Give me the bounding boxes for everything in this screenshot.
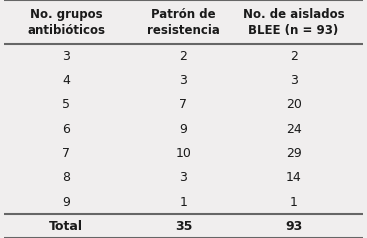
Text: 1: 1 xyxy=(179,196,188,208)
Text: 93: 93 xyxy=(285,220,302,233)
Text: No. de aislados
BLEE (n = 93): No. de aislados BLEE (n = 93) xyxy=(243,8,344,36)
Text: 24: 24 xyxy=(286,123,301,136)
Text: 7: 7 xyxy=(179,98,188,111)
Text: 14: 14 xyxy=(286,171,301,184)
Text: 20: 20 xyxy=(286,98,302,111)
Text: 1: 1 xyxy=(290,196,298,208)
Text: 10: 10 xyxy=(175,147,192,160)
Text: 8: 8 xyxy=(62,171,70,184)
Text: No. grupos
antibióticos: No. grupos antibióticos xyxy=(27,8,105,36)
Text: 7: 7 xyxy=(62,147,70,160)
Text: 3: 3 xyxy=(290,74,298,87)
Text: 3: 3 xyxy=(179,74,188,87)
Text: Total: Total xyxy=(49,220,83,233)
Text: 9: 9 xyxy=(62,196,70,208)
Text: 29: 29 xyxy=(286,147,301,160)
Text: 3: 3 xyxy=(179,171,188,184)
Text: Patrón de
resistencia: Patrón de resistencia xyxy=(147,8,220,36)
Text: 3: 3 xyxy=(62,50,70,63)
Text: 4: 4 xyxy=(62,74,70,87)
Text: 2: 2 xyxy=(179,50,188,63)
Text: 6: 6 xyxy=(62,123,70,136)
Text: 35: 35 xyxy=(175,220,192,233)
Text: 5: 5 xyxy=(62,98,70,111)
Text: 9: 9 xyxy=(179,123,188,136)
Text: 2: 2 xyxy=(290,50,298,63)
